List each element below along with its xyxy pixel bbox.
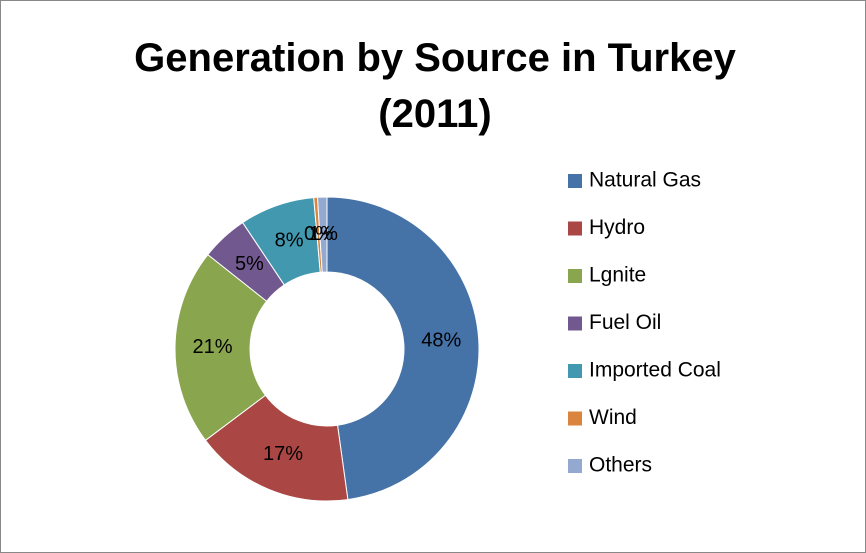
data-label: 21% xyxy=(192,336,232,358)
legend-label: Wind xyxy=(589,406,637,429)
legend-swatch xyxy=(568,221,582,236)
legend-swatch xyxy=(568,411,582,426)
donut-slice xyxy=(174,253,268,442)
legend-label: Fuel Oil xyxy=(589,311,661,334)
donut-slice xyxy=(326,196,480,501)
chart-title: Generation by Source in Turkey (2011) xyxy=(134,36,736,136)
donut-slice xyxy=(316,196,328,273)
legend-swatch xyxy=(568,316,582,331)
legend-label: Lgnite xyxy=(589,264,646,287)
data-label: 48% xyxy=(421,329,461,351)
data-label: 0% xyxy=(304,223,333,245)
legend-label: Others xyxy=(589,454,652,477)
legend-label: Natural Gas xyxy=(589,169,701,192)
data-label: 5% xyxy=(235,253,264,275)
data-label: 8% xyxy=(275,229,304,251)
data-label: 1% xyxy=(309,223,338,245)
data-label: 17% xyxy=(263,443,303,465)
legend-swatch xyxy=(568,269,582,283)
legend-label: Hydro xyxy=(589,216,645,239)
legend-swatch xyxy=(568,174,582,188)
legend-swatch xyxy=(568,459,582,473)
legend-label: Imported Coal xyxy=(589,359,721,382)
legend-swatch xyxy=(568,364,582,378)
